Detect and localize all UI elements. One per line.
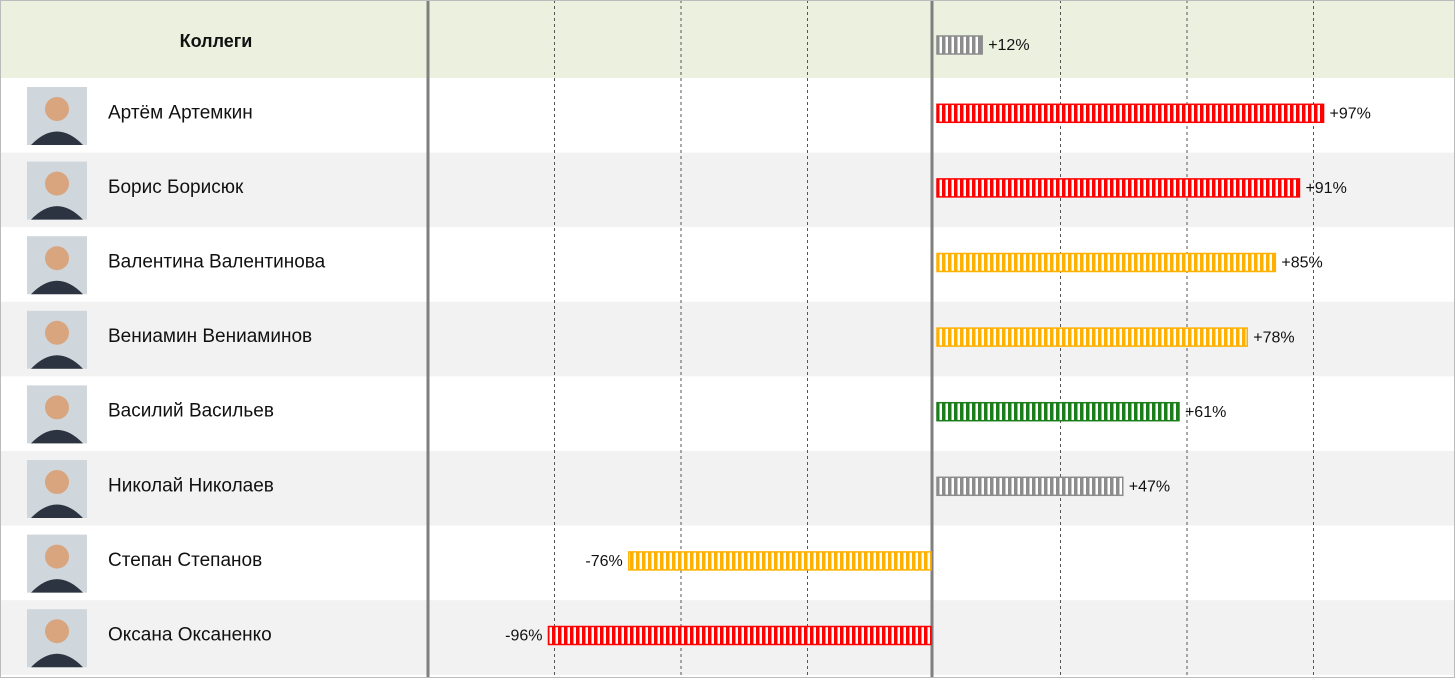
bar [937,403,1179,421]
bar [937,36,982,54]
colleague-name: Борис Борисюк [108,177,244,198]
colleague-name: Николай Николаев [108,475,274,496]
colleague-name: Оксана Оксаненко [108,625,272,646]
colleague-name: Валентина Валентинова [108,252,326,273]
avatar-head [45,97,69,121]
bar [548,627,931,645]
avatar-head [45,619,69,643]
value-label: +78% [1253,329,1294,346]
value-label: +91% [1305,180,1346,197]
avatar-head [45,321,69,345]
bar [937,104,1324,122]
bar [937,477,1123,495]
avatar-head [45,470,69,494]
chart: Коллеги +12% Артём Артемкин +97% Борис Бори… [0,0,1455,678]
avatar-head [45,395,69,419]
value-label: +12% [988,37,1029,54]
value-label: +47% [1129,479,1170,496]
colleague-name: Степан Степанов [108,550,262,571]
avatar-head [45,172,69,196]
value-label: +61% [1185,404,1226,421]
bar [937,254,1275,272]
header-title: Коллеги [180,31,253,51]
colleague-name: Василий Васильев [108,401,274,422]
colleague-name: Вениамин Вениаминов [108,326,312,347]
value-label: -76% [585,553,622,570]
value-label: +97% [1330,106,1371,123]
avatar-head [45,246,69,270]
bar [937,179,1299,197]
value-label: +85% [1281,255,1322,272]
colleague-name: Артём Артемкин [108,102,253,123]
bar [629,552,931,570]
avatar-head [45,545,69,569]
bar [937,328,1247,346]
value-label: -96% [505,628,542,645]
